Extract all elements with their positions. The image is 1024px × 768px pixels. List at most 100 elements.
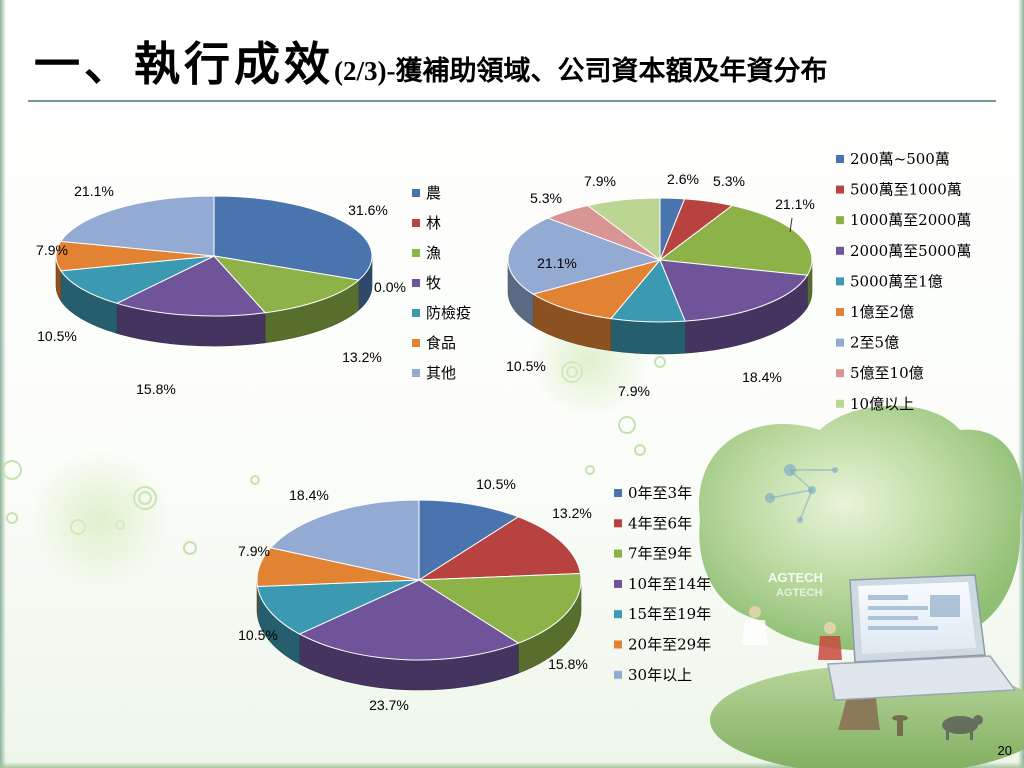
legend-swatch-capital-0	[836, 155, 844, 163]
slide-edge-bottom	[0, 762, 1024, 768]
legend-label-capital-8: 10億以上	[850, 395, 914, 413]
legend-swatch-years-4	[614, 610, 622, 619]
data-label-years-5: 7.9%	[238, 543, 270, 559]
data-label-years-0: 10.5%	[476, 476, 516, 492]
legend-label-domain-3: 牧	[426, 274, 441, 292]
pie-chart-years: 10.5% 13.2% 15.8% 23.7% 10.5% 7.9% 18.4% 0年至3年 4…	[238, 476, 711, 713]
data-labels-domain: 31.6% 0.0% 13.2% 15.8% 10.5% 7.9% 21.1%	[36, 183, 406, 397]
data-label-years-1: 13.2%	[552, 505, 592, 521]
data-label-capital-7: 5.3%	[530, 190, 562, 206]
legend-swatch-domain-4	[412, 309, 420, 317]
legend-label-years-1: 4年至6年	[628, 514, 692, 532]
pie-slice-capital-5	[531, 259, 662, 320]
legend-swatch-capital-8	[836, 399, 844, 408]
data-label-capital-5: 10.5%	[506, 358, 546, 374]
legend-swatch-years-2	[614, 549, 622, 558]
data-label-domain-6: 21.1%	[74, 183, 114, 199]
data-label-domain-1: 0.0%	[374, 279, 406, 295]
legend-label-domain-5: 食品	[426, 334, 456, 352]
data-label-capital-2: 21.1%	[775, 196, 815, 212]
legend-label-domain-1: 林	[426, 214, 441, 232]
pie-slice-domain-4	[60, 255, 215, 304]
title-main: 一、執行成效	[34, 37, 334, 91]
legend-swatch-years-0	[614, 489, 622, 497]
legend-swatch-years-6	[614, 670, 622, 679]
data-label-domain-3: 15.8%	[136, 381, 176, 397]
pie-slice-capital-6	[507, 217, 662, 295]
data-label-capital-0: 2.6%	[667, 171, 699, 187]
legend-label-capital-3: 2000萬至5000萬	[850, 242, 971, 260]
slide-edge-right	[1018, 0, 1024, 768]
legend-label-domain-6: 其他	[426, 364, 456, 382]
data-label-capital-3: 18.4%	[742, 369, 782, 385]
legend-capital: 200萬~500萬 500萬至1000萬 1000萬至2000萬 2000萬至5000…	[836, 150, 971, 413]
pie-slice-capital-2	[658, 204, 813, 276]
data-label-years-3: 23.7%	[369, 697, 409, 713]
title-subtitle: 獲補助領域、公司資本額及年資分布	[395, 56, 828, 87]
data-label-capital-4: 7.9%	[618, 383, 650, 399]
legend-years: 0年至3年 4年至6年 7年至9年 10年至14年 15年至19年 20年至29年 30年以…	[614, 484, 711, 684]
buffalo-icon	[942, 715, 983, 740]
pie-slice-domain-6	[59, 195, 215, 257]
legend-swatch-capital-7	[836, 369, 844, 378]
page-number: 20	[997, 743, 1012, 758]
laptop-icon	[827, 574, 1017, 701]
pie-top-capital	[507, 197, 813, 323]
pie-chart-domain: 31.6% 0.0% 13.2% 15.8% 10.5% 7.9% 21.1% 農林漁牧防檢疫…	[36, 183, 471, 397]
data-label-years-4: 10.5%	[238, 627, 278, 643]
pie-top-domain	[55, 195, 373, 317]
pie-slice-capital-3	[659, 259, 809, 322]
pie-slice-domain-0	[213, 195, 373, 281]
legend-swatch-capital-5	[836, 308, 844, 316]
legend-swatch-domain-5	[412, 339, 420, 347]
legend-swatch-domain-0	[412, 189, 420, 197]
legend-swatch-capital-1	[836, 185, 844, 194]
legend-swatch-years-5	[614, 640, 622, 649]
legend-swatch-domain-2	[412, 249, 420, 257]
legend-swatch-years-3	[614, 579, 622, 588]
pie-slice-years-4	[256, 579, 420, 635]
pie-slice-years-6	[269, 499, 420, 581]
legend-label-domain-2: 漁	[426, 244, 441, 262]
pie-slice-years-0	[418, 499, 520, 581]
legend-label-years-4: 15年至19年	[628, 605, 711, 623]
data-labels-years: 10.5% 13.2% 15.8% 23.7% 10.5% 7.9% 18.4%	[238, 476, 592, 713]
agtech-label-1: AGTECH	[768, 570, 823, 585]
data-label-capital-8: 7.9%	[584, 173, 616, 189]
title-underline	[28, 100, 996, 102]
data-label-domain-5: 7.9%	[36, 242, 68, 258]
legend-label-capital-6: 2至5億	[850, 334, 899, 352]
data-label-years-6: 18.4%	[289, 487, 329, 503]
pie-side-capital-4	[610, 318, 686, 355]
legend-label-capital-1: 500萬至1000萬	[850, 181, 962, 199]
legend-swatch-capital-3	[836, 246, 844, 255]
farmer-icons	[742, 606, 842, 660]
legend-swatch-domain-3	[412, 279, 420, 287]
pie-chart-capital: 2.6% 5.3% 21.1% 18.4% 7.9% 10.5% 21.1% 5.3% 7.9%…	[506, 150, 971, 413]
legend-label-domain-0: 農	[426, 184, 441, 202]
farmer-with-hat-icon	[892, 715, 908, 736]
leader-line-capital-0	[789, 217, 793, 233]
legend-label-capital-2: 1000萬至2000萬	[850, 211, 971, 229]
pie-slice-domain-3	[115, 255, 267, 317]
legend-swatch-years-1	[614, 519, 622, 528]
legend-swatch-domain-1	[412, 219, 420, 227]
agtech-label-2: AGTECH	[776, 587, 823, 599]
pie-sides-domain	[55, 255, 373, 347]
data-label-domain-0: 31.6%	[348, 202, 388, 218]
pie-slice-years-2	[417, 572, 582, 644]
data-label-domain-4: 10.5%	[37, 328, 77, 344]
pie-slice-years-3	[298, 579, 520, 661]
legend-label-years-6: 30年以上	[628, 666, 692, 684]
legend-label-capital-0: 200萬~500萬	[850, 150, 950, 168]
data-label-domain-2: 13.2%	[342, 349, 382, 365]
data-labels-capital: 2.6% 5.3% 21.1% 18.4% 7.9% 10.5% 21.1% 5.3% 7.9%	[506, 171, 815, 399]
data-label-years-2: 15.8%	[548, 656, 588, 672]
legend-label-years-0: 0年至3年	[628, 484, 692, 502]
legend-label-years-2: 7年至9年	[628, 545, 692, 563]
legend-label-years-5: 20年至29年	[628, 636, 711, 654]
data-label-capital-6: 21.1%	[537, 255, 577, 271]
